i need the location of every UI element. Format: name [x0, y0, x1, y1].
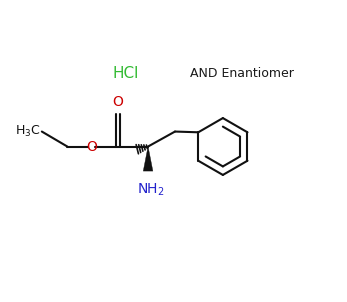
Polygon shape	[143, 146, 153, 171]
Text: AND Enantiomer: AND Enantiomer	[191, 67, 294, 80]
Text: O: O	[86, 140, 97, 153]
Text: O: O	[113, 95, 124, 109]
Text: NH$_2$: NH$_2$	[137, 182, 165, 198]
Text: H$_3$C: H$_3$C	[15, 124, 40, 139]
Text: HCl: HCl	[112, 66, 139, 81]
